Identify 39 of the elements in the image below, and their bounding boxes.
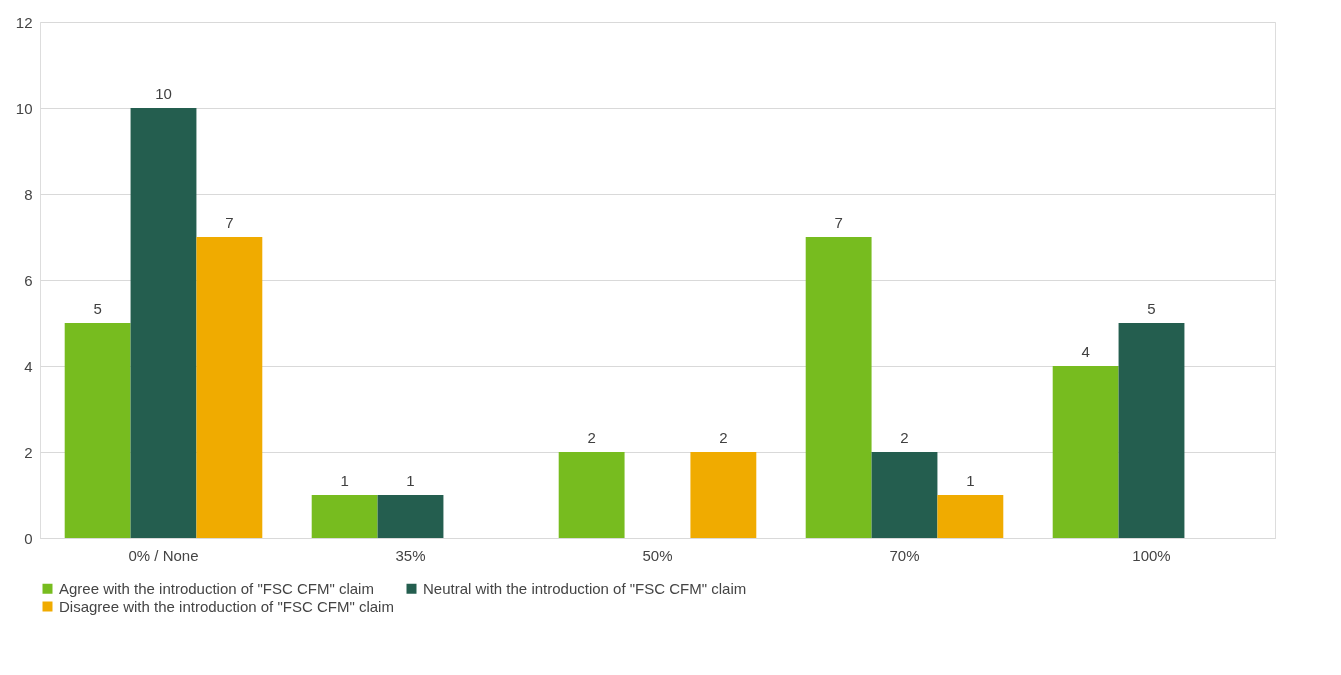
- bar: [1118, 323, 1185, 538]
- x-tick-label: 100%: [1132, 546, 1171, 564]
- y-tick-label: 4: [24, 357, 33, 375]
- x-tick-label: 35%: [395, 546, 426, 564]
- bar: [1052, 366, 1119, 538]
- data-label: 1: [406, 472, 415, 489]
- data-label: 1: [966, 472, 975, 489]
- y-tick-label: 2: [24, 443, 33, 461]
- data-label: 1: [340, 472, 349, 489]
- x-tick-label: 50%: [642, 546, 673, 564]
- y-tick-label: 8: [24, 185, 33, 203]
- y-tick-label: 12: [15, 13, 33, 31]
- bar: [64, 323, 131, 538]
- legend-label: Neutral with the introduction of "FSC CFM" claim: [423, 579, 747, 597]
- bar: [311, 495, 378, 538]
- data-label: 2: [719, 429, 728, 446]
- data-label: 5: [93, 300, 102, 317]
- x-tick-label: 0% / None: [128, 546, 199, 564]
- bar: [871, 452, 938, 538]
- data-label: 7: [834, 214, 843, 231]
- y-tick-label: 10: [15, 99, 33, 117]
- legend-label: Agree with the introduction of "FSC CFM" claim: [59, 579, 374, 597]
- data-label: 10: [155, 85, 172, 102]
- bar: [558, 452, 625, 538]
- legend-label: Disagree with the introduction of "FSC CFM" claim: [59, 597, 394, 615]
- y-tick-label: 6: [24, 271, 33, 289]
- data-label: 4: [1081, 343, 1090, 360]
- data-label: 2: [900, 429, 909, 446]
- y-tick-label: 0: [24, 529, 33, 547]
- bar: [937, 495, 1004, 538]
- data-label: 7: [225, 214, 234, 231]
- data-label: 2: [587, 429, 596, 446]
- bar: [196, 237, 263, 538]
- data-label: 5: [1147, 300, 1156, 317]
- bar: [690, 452, 757, 538]
- bar: [805, 237, 872, 538]
- bar: [130, 108, 197, 538]
- bar: [377, 495, 444, 538]
- x-tick-label: 70%: [889, 546, 920, 564]
